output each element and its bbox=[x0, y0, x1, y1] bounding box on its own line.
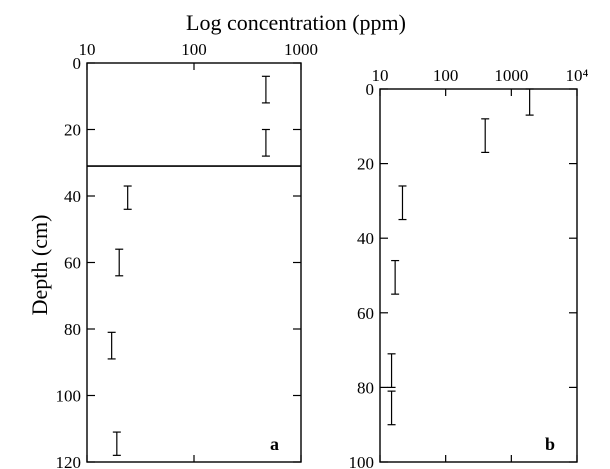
panel-a-y-tick-label: 60 bbox=[64, 254, 81, 273]
panel-b-x-tick-label: 100 bbox=[433, 66, 459, 85]
panel-a-range-bar bbox=[261, 75, 270, 104]
panel-b-y-tick-label: 20 bbox=[357, 155, 374, 174]
panel-b-label: b bbox=[545, 434, 555, 454]
panel-b-y-tick-label: 100 bbox=[349, 453, 375, 469]
panel-a-x-tick-label: 10 bbox=[79, 40, 96, 59]
panel-a-x-tick-label: 100 bbox=[181, 40, 207, 59]
panel-a-range-bar bbox=[123, 185, 132, 210]
panel-a-range-bar bbox=[115, 248, 124, 277]
panel-b-range-bar bbox=[481, 118, 490, 154]
panel-a-x-tick-label: 1000 bbox=[284, 40, 318, 59]
panel-b-frame bbox=[379, 88, 578, 463]
panel-a: 10 100 1000 0 20 40 60 80 100 120 a bbox=[56, 40, 319, 469]
panel-a-y-tick-label: 0 bbox=[73, 54, 82, 73]
panel-a-range-bar bbox=[107, 331, 116, 360]
panel-a-y-tick-label: 100 bbox=[56, 387, 82, 406]
panel-a-label: a bbox=[270, 434, 279, 454]
y-axis-label: Depth (cm) bbox=[27, 215, 52, 316]
panel-b-range-bar bbox=[525, 88, 534, 116]
panel-a-y-tick-label: 20 bbox=[64, 121, 81, 140]
panel-a-y-tick-label: 120 bbox=[56, 453, 82, 469]
panel-b-y-tick-label: 40 bbox=[357, 229, 374, 248]
panel-b-y-tick-label: 60 bbox=[357, 304, 374, 323]
panel-b-x-tick-label: 10 bbox=[372, 66, 389, 85]
panel-a-range-bar bbox=[112, 431, 121, 456]
panel-b-x-tick-label: 1000 bbox=[494, 66, 528, 85]
panel-b-y-tick-label: 80 bbox=[357, 378, 374, 397]
panel-b-range-bar bbox=[391, 259, 400, 295]
panel-a-y-tick-label: 40 bbox=[64, 187, 81, 206]
panel-a-y-tick-label: 80 bbox=[64, 320, 81, 339]
figure-title: Log concentration (ppm) bbox=[186, 10, 406, 35]
panel-b-range-bar bbox=[398, 185, 407, 221]
panel-b-range-bar bbox=[387, 353, 396, 388]
panel-b: 10 100 1000 10⁴ 0 20 40 60 80 100 b bbox=[349, 66, 589, 469]
panel-b-x-tick-label: 10⁴ bbox=[566, 66, 589, 85]
panel-b-range-bar bbox=[387, 390, 396, 426]
panel-a-range-bar bbox=[261, 128, 270, 157]
panel-b-y-tick-label: 0 bbox=[366, 80, 375, 99]
